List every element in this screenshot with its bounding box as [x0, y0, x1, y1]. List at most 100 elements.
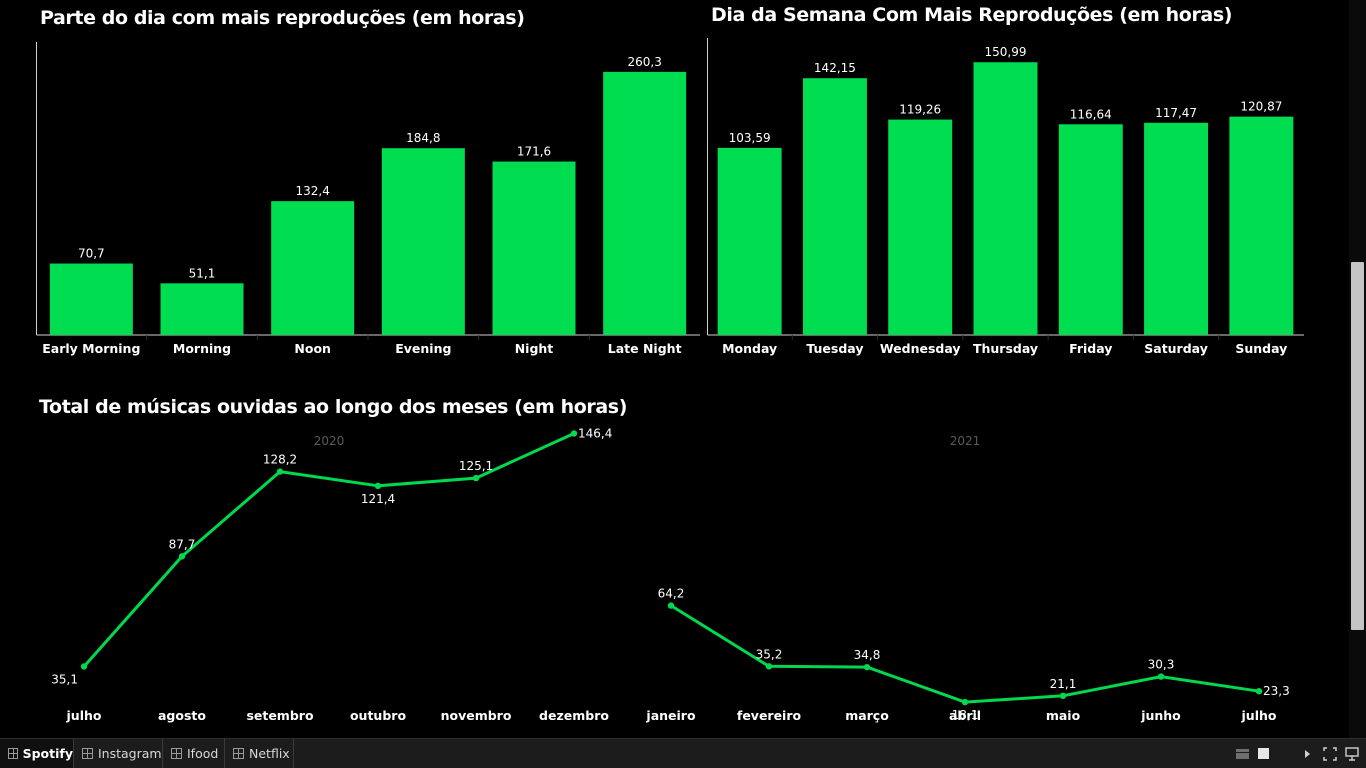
month-label: maio	[1046, 708, 1081, 723]
weekday-category-label: Sunday	[1235, 341, 1287, 356]
month-label: agosto	[158, 708, 206, 723]
part-of-day-data-label: 132,4	[295, 184, 329, 198]
weekday-data-label: 142,15	[814, 61, 856, 75]
data-point-2021	[1255, 688, 1263, 695]
point-data-label: 146,4	[578, 426, 612, 440]
weekday-category-label: Tuesday	[806, 341, 863, 356]
part-of-day-category-label: Late Night	[608, 341, 682, 356]
tab-label: Netflix	[249, 746, 290, 761]
weekday-data-label: 120,87	[1240, 100, 1282, 114]
part-of-day-data-label: 260,3	[627, 55, 661, 69]
present-icon[interactable]	[1345, 747, 1360, 761]
chart-title-weekday: Dia da Semana Com Mais Reproduções (em h…	[711, 4, 1233, 26]
part-of-day-bar	[603, 71, 687, 336]
part-of-day-data-label: 70,7	[78, 247, 105, 261]
grid-view-icon[interactable]	[1258, 748, 1270, 760]
grid-icon	[171, 748, 182, 759]
month-label: julho	[1241, 708, 1277, 723]
grid-icon	[8, 748, 18, 759]
weekday-bar	[1144, 122, 1209, 335]
part-of-day-bar	[160, 283, 244, 335]
play-icon[interactable]	[1304, 749, 1312, 759]
data-point-2020	[178, 553, 186, 560]
year-label-2020: 2020	[314, 434, 345, 448]
weekday-category-label: Monday	[722, 341, 777, 356]
data-point-2020	[276, 468, 284, 475]
point-data-label: 23,3	[1263, 684, 1290, 698]
tab-ifood[interactable]: Ifood	[163, 739, 225, 768]
part-of-day-category-label: Night	[515, 341, 554, 356]
fullscreen-icon[interactable]	[1323, 747, 1337, 761]
tab-instagram[interactable]: Instagram	[74, 739, 163, 768]
data-point-2021	[1157, 673, 1165, 680]
month-label: novembro	[441, 708, 512, 723]
month-label: março	[845, 708, 889, 723]
part-of-day-category-label: Noon	[294, 341, 331, 356]
weekday-category-label: Wednesday	[880, 341, 961, 356]
filmstrip-view-icon[interactable]	[1236, 748, 1250, 760]
point-data-label: 18,1	[952, 708, 979, 722]
part-of-day-category-label: Early Morning	[42, 341, 140, 356]
month-label: dezembro	[539, 708, 609, 723]
scrollbar-thumb[interactable]	[1351, 262, 1364, 630]
point-data-label: 21,1	[1050, 677, 1077, 691]
grid-icon	[82, 748, 93, 759]
data-point-2020	[472, 474, 480, 482]
part-of-day-category-label: Evening	[395, 341, 451, 356]
weekday-data-label: 117,47	[1155, 106, 1197, 120]
data-point-2021	[667, 602, 675, 609]
part-of-day-data-label: 184,8	[406, 131, 440, 145]
weekday-data-label: 150,99	[985, 45, 1027, 59]
weekday-data-label: 103,59	[729, 131, 771, 145]
month-label: setembro	[246, 708, 314, 723]
chart-title-part-of-day: Parte do dia com mais reproduções (em ho…	[40, 7, 525, 29]
part-of-day-bar	[49, 263, 133, 335]
weekday-category-label: Saturday	[1144, 341, 1208, 356]
month-label: janeiro	[645, 708, 696, 723]
month-label: outubro	[350, 708, 406, 723]
tab-spotify[interactable]: Spotify	[0, 739, 74, 768]
part-of-day-bar-chart: 70,7 Early Morning 51,1 Morning 132,4 Noon 184…	[36, 42, 700, 356]
weekday-bar	[717, 147, 782, 335]
weekday-bar-chart: 103,59 Monday 142,15 Tuesday 119,26 Wednesday…	[707, 38, 1304, 356]
point-data-label: 128,2	[263, 453, 297, 467]
data-point-2020	[80, 663, 88, 670]
part-of-day-bar	[271, 201, 355, 335]
month-label: julho	[66, 708, 102, 723]
weekday-bar	[1229, 116, 1294, 335]
tab-label: Spotify	[22, 746, 73, 761]
weekday-category-label: Thursday	[973, 341, 1038, 356]
grid-icon	[233, 748, 244, 759]
point-data-label: 30,3	[1148, 658, 1175, 672]
data-point-2021	[1059, 692, 1067, 700]
part-of-day-bar	[381, 148, 465, 335]
month-label: fevereiro	[737, 708, 802, 723]
weekday-data-label: 119,26	[899, 103, 941, 117]
data-point-2021	[765, 663, 773, 670]
tab-netflix[interactable]: Netflix	[225, 739, 294, 768]
point-data-label: 64,2	[658, 587, 685, 601]
point-data-label: 34,8	[854, 648, 881, 662]
tab-label: Ifood	[187, 746, 219, 761]
point-data-label: 35,2	[756, 647, 783, 661]
weekday-bar	[888, 119, 953, 335]
weekday-bar	[973, 62, 1038, 336]
point-data-label: 121,4	[361, 492, 395, 506]
point-data-label: 87,7	[169, 537, 196, 551]
month-label: abril	[949, 708, 981, 723]
year-label-2021: 2021	[950, 434, 981, 448]
data-point-2020	[570, 430, 578, 437]
data-point-2021	[863, 663, 871, 671]
monthly-line-chart: 2020 35,1 julho 87,7 agosto 128,2 setembro 121,…	[51, 426, 1290, 723]
chart-title-monthly: Total de músicas ouvidas ao longo dos me…	[39, 396, 627, 418]
data-point-2020	[374, 482, 382, 490]
weekday-bar	[1058, 124, 1123, 335]
point-data-label: 35,1	[51, 673, 78, 687]
sheet-tab-bar: Spotify Instagram Ifood Netflix	[0, 738, 1366, 768]
series-line-2020	[82, 432, 576, 668]
weekday-category-label: Friday	[1069, 341, 1112, 356]
part-of-day-category-label: Morning	[173, 341, 231, 356]
point-data-label: 125,1	[459, 459, 493, 473]
weekday-data-label: 116,64	[1070, 107, 1112, 121]
weekday-bar	[802, 78, 867, 336]
